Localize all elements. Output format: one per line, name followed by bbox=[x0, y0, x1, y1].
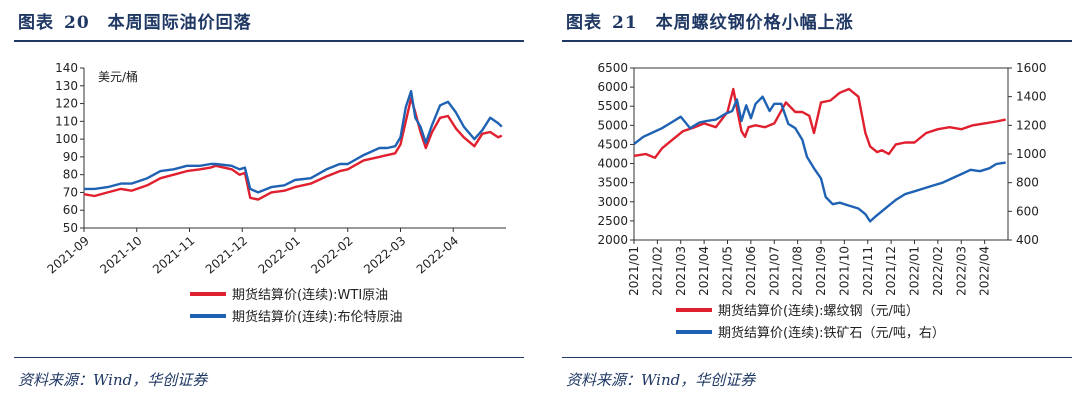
right-panel: 图表 21 本周螺纹钢价格小幅上涨 2000 2500 3000 3500 4000 4500… bbox=[548, 0, 1080, 405]
x-tick-label: 2021-09 bbox=[45, 234, 92, 277]
series-line-1 bbox=[83, 97, 503, 201]
x-tick-label: 2022-02 bbox=[308, 234, 355, 277]
y-tick-label: 120 bbox=[55, 97, 78, 111]
x-tick-label: 2021/06 bbox=[744, 246, 758, 296]
y-tick-label: 140 bbox=[55, 61, 78, 75]
source-rule bbox=[14, 357, 524, 358]
y-tick-label: 3000 bbox=[597, 195, 628, 209]
y-tick-label: 130 bbox=[55, 79, 78, 93]
y2-tick-label: 400 bbox=[1016, 233, 1039, 247]
steel-price-chart: 2000 2500 3000 3500 4000 4500 5000 5500 6000 6500… bbox=[597, 61, 1047, 341]
y2-tick-label: 600 bbox=[1016, 204, 1039, 218]
x-tick-label: 2021/01 bbox=[627, 246, 641, 296]
y-tick-label: 90 bbox=[63, 150, 78, 164]
x-tick-label: 2021/04 bbox=[697, 246, 711, 296]
x-tick-label: 2021/02 bbox=[650, 246, 664, 296]
y-tick-label: 100 bbox=[55, 132, 78, 146]
x-tick-label: 2021/03 bbox=[674, 246, 688, 296]
x-tick-label: 2022/01 bbox=[908, 246, 922, 296]
y-tick-label: 50 bbox=[63, 221, 78, 235]
legend-label: 期货结算价(连续):螺纹钢（元/吨） bbox=[718, 303, 919, 319]
y2-tick-label: 800 bbox=[1016, 176, 1039, 190]
x-tick-label: 2021-10 bbox=[97, 234, 144, 277]
y-tick-label: 5500 bbox=[597, 99, 628, 113]
x-tick-label: 2021/07 bbox=[767, 246, 781, 296]
series-line-2 bbox=[633, 95, 1006, 223]
x-tick-label: 2021/05 bbox=[721, 246, 735, 296]
x-tick-label: 2021/11 bbox=[861, 246, 875, 296]
y-tick-label: 6500 bbox=[597, 61, 628, 75]
y-tick-label: 3500 bbox=[597, 176, 628, 190]
x-tick-label: 2021/09 bbox=[814, 246, 828, 296]
x-tick-label: 2021-12 bbox=[203, 234, 250, 277]
x-tick-label: 2021/12 bbox=[884, 246, 898, 296]
source-rule bbox=[562, 357, 1072, 358]
y-tick-label: 60 bbox=[63, 203, 78, 217]
source-note: 资料来源：Wind，华创证券 bbox=[566, 371, 756, 389]
x-tick-label: 2022/02 bbox=[931, 246, 945, 296]
y2-tick-label: 1000 bbox=[1016, 147, 1047, 161]
y-tick-label: 5000 bbox=[597, 118, 628, 132]
series-line-1 bbox=[633, 87, 1006, 160]
x-tick-label: 2022-03 bbox=[361, 234, 408, 277]
x-tick-label: 2022-01 bbox=[256, 234, 303, 277]
y-tick-label: 2000 bbox=[597, 233, 628, 247]
y-axis-label: 美元/桶 bbox=[98, 69, 138, 84]
x-tick-label: 2022/04 bbox=[978, 246, 992, 296]
x-tick-label: 2022/03 bbox=[954, 246, 968, 296]
y2-tick-label: 1200 bbox=[1016, 118, 1047, 132]
series-line-2 bbox=[84, 89, 503, 194]
legend-label: 期货结算价(连续):铁矿石（元/吨，右） bbox=[718, 325, 945, 341]
y-tick-label: 110 bbox=[55, 114, 78, 128]
y-tick-label: 4500 bbox=[597, 137, 628, 151]
y-tick-label: 4000 bbox=[597, 157, 628, 171]
y2-tick-label: 1600 bbox=[1016, 61, 1047, 75]
x-tick-label: 2021-11 bbox=[150, 234, 197, 277]
chart-title: 图表 21 本周螺纹钢价格小幅上涨 bbox=[566, 13, 854, 33]
left-panel: 图表 20 本周国际油价回落 50 60 70 80 90 100 110 120 130 140 20… bbox=[0, 0, 532, 405]
source-note: 资料来源：Wind，华创证券 bbox=[18, 371, 208, 389]
y-tick-label: 6000 bbox=[597, 80, 628, 94]
y-tick-label: 70 bbox=[63, 185, 78, 199]
title-rule bbox=[562, 40, 1072, 42]
x-tick-label: 2022-04 bbox=[414, 234, 461, 277]
legend-label: 期货结算价(连续):WTI原油 bbox=[232, 287, 388, 303]
title-rule bbox=[14, 40, 524, 42]
x-tick-label: 2021/10 bbox=[837, 246, 851, 296]
x-tick-label: 2021/08 bbox=[791, 246, 805, 296]
chart-title: 图表 20 本周国际油价回落 bbox=[18, 13, 252, 33]
y-tick-label: 2500 bbox=[597, 214, 628, 228]
y2-tick-label: 1400 bbox=[1016, 90, 1047, 104]
legend-label: 期货结算价(连续):布伦特原油 bbox=[232, 309, 403, 325]
y-tick-label: 80 bbox=[63, 168, 78, 182]
